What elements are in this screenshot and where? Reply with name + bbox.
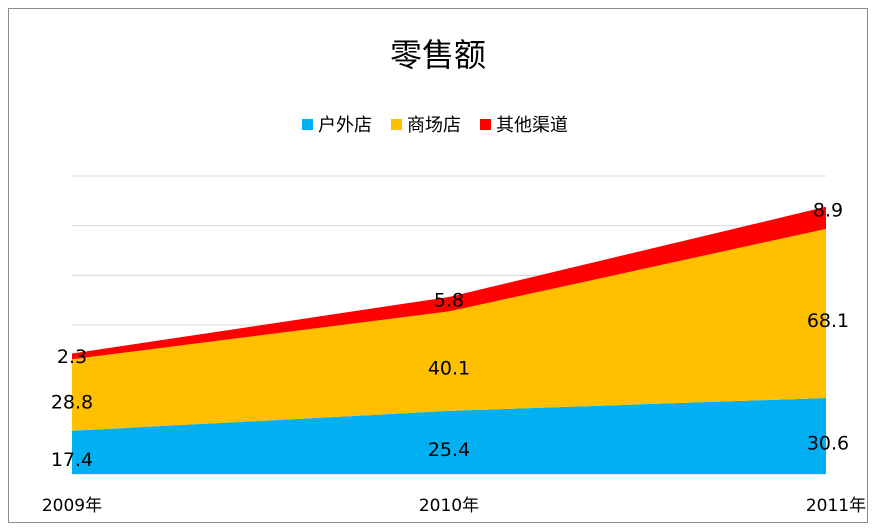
- area: [72, 228, 826, 431]
- legend-swatch: [391, 119, 402, 130]
- data-label: 2.3: [57, 346, 87, 368]
- chart-title: 零售额: [390, 36, 486, 74]
- area: [72, 206, 826, 360]
- data-label: 28.8: [51, 392, 93, 414]
- x-tick-label: 2011年: [806, 496, 866, 516]
- data-label: 40.1: [428, 358, 470, 380]
- x-tick-label: 2010年: [419, 496, 479, 516]
- x-tick-label: 2009年: [42, 496, 102, 516]
- legend-label: 商场店: [407, 115, 461, 136]
- data-label: 17.4: [51, 449, 93, 471]
- legend-label: 其他渠道: [496, 115, 568, 136]
- data-label: 30.6: [807, 433, 849, 455]
- area: [72, 398, 826, 474]
- data-label: 25.4: [428, 439, 470, 461]
- legend-swatch: [480, 119, 491, 130]
- data-label: 5.8: [434, 289, 464, 311]
- legend-label: 户外店: [318, 115, 372, 136]
- data-label: 8.9: [813, 199, 843, 221]
- data-label: 68.1: [807, 310, 849, 332]
- legend-swatch: [302, 119, 313, 130]
